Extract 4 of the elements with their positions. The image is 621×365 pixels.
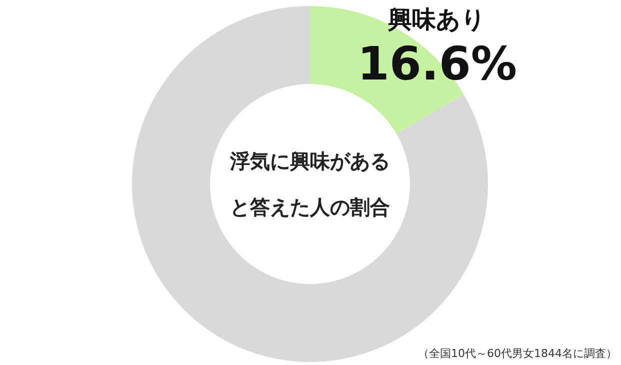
- text: 浮気に興味があると答えた人の割合: [229, 149, 390, 219]
- slice-label: 興味あり: [387, 6, 486, 34]
- text: （全国10代～60代男女1844名に調査）: [418, 347, 617, 360]
- data-label: 16.6%: [357, 36, 517, 91]
